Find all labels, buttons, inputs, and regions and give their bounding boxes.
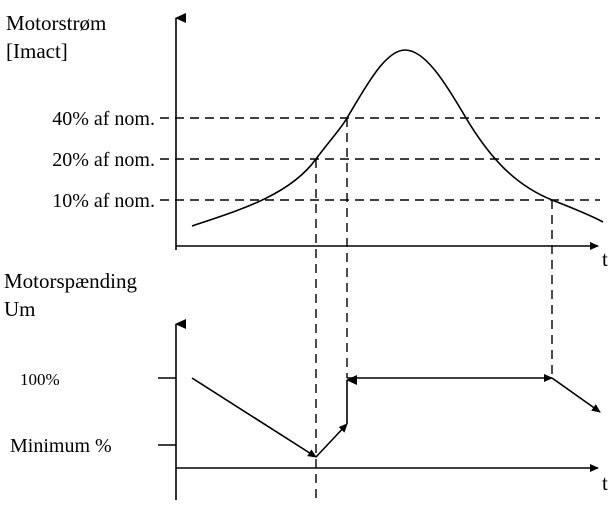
level-minimum-label: Minimum % xyxy=(10,435,112,457)
voltage-ramp-off xyxy=(551,377,601,413)
current-x-label: t xyxy=(602,247,608,271)
threshold-40-label: 40% af nom. xyxy=(52,108,155,130)
voltage-chart: Motorspænding Um t 100% Minimum % xyxy=(4,269,608,500)
threshold-10-label: 10% af nom. xyxy=(52,190,155,212)
threshold-20-label: 20% af nom. xyxy=(52,149,155,171)
current-curve xyxy=(191,49,604,227)
voltage-x-label: t xyxy=(602,471,608,495)
voltage-y-label-line1: Motorspænding xyxy=(4,269,138,293)
voltage-ramp-up xyxy=(315,423,348,458)
voltage-ramp-down xyxy=(191,377,317,458)
level-100-label: 100% xyxy=(20,370,60,389)
voltage-y-label-line2: Um xyxy=(4,297,36,321)
current-y-label-line1: Motorstrøm xyxy=(6,11,106,35)
current-y-label-line2: [Imact] xyxy=(6,39,68,63)
current-chart: Motorstrøm [Imact] t 40% af nom. 20% af … xyxy=(6,11,608,271)
event-markers xyxy=(315,118,553,500)
